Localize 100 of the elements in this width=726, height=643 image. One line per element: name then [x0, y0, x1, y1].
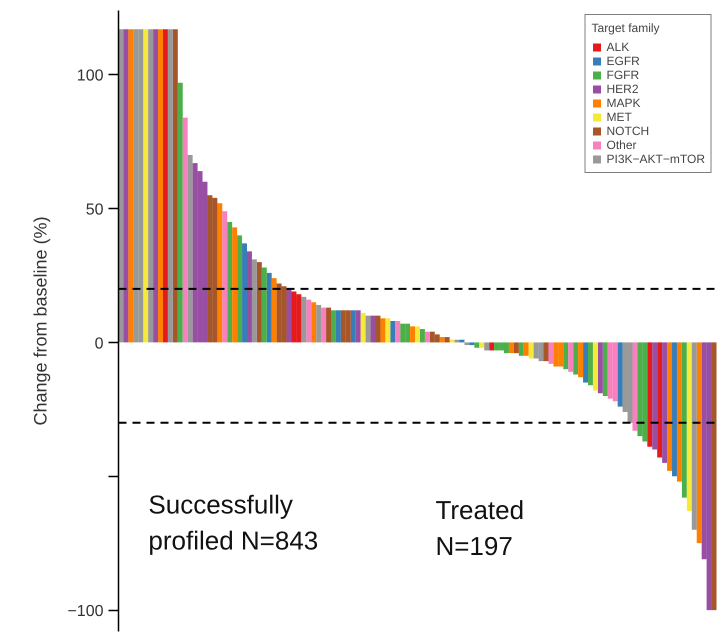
- bar: [350, 310, 356, 342]
- bar: [618, 342, 623, 407]
- legend-title: Target family: [592, 21, 661, 35]
- bar: [563, 342, 568, 370]
- bar: [544, 342, 548, 362]
- legend-label: MET: [606, 110, 632, 124]
- bar: [454, 340, 460, 342]
- bar: [484, 342, 490, 350]
- bar: [168, 29, 173, 342]
- bar: [440, 337, 445, 342]
- bar: [252, 259, 257, 342]
- bar: [222, 211, 228, 342]
- bar: [148, 29, 154, 342]
- y-axis-title: Change from baseline (%): [30, 216, 50, 426]
- bar: [178, 82, 183, 342]
- bar: [172, 29, 178, 342]
- bar: [592, 342, 598, 391]
- bar: [356, 310, 361, 342]
- bar: [262, 267, 267, 342]
- bar: [415, 326, 420, 342]
- legend-label: HER2: [606, 82, 639, 96]
- bar: [662, 342, 668, 463]
- legend-label: ALK: [606, 40, 630, 54]
- legend-label: EGFR: [606, 54, 640, 68]
- bar: [217, 203, 222, 342]
- bar: [647, 342, 652, 447]
- bar: [528, 342, 534, 358]
- bar: [474, 342, 480, 348]
- bar: [331, 310, 336, 342]
- bar: [321, 308, 326, 342]
- bar: [182, 118, 188, 342]
- legend-label: FGFR: [606, 68, 640, 82]
- bar: [123, 29, 128, 342]
- bar: [266, 272, 272, 342]
- bar: [682, 342, 687, 498]
- bar: [583, 342, 588, 383]
- bar: [153, 29, 158, 342]
- bar: [464, 342, 470, 346]
- bar: [578, 342, 584, 378]
- bar: [375, 316, 380, 342]
- bar: [450, 340, 455, 342]
- bar: [696, 342, 702, 544]
- bar: [568, 342, 574, 372]
- bar: [311, 302, 316, 342]
- bar: [286, 288, 292, 342]
- bar: [316, 304, 322, 342]
- bar: [360, 312, 366, 342]
- bar: [692, 342, 697, 530]
- bar: [672, 342, 677, 476]
- y-tick-label: 0: [94, 335, 104, 352]
- bar: [588, 342, 593, 386]
- bar: [385, 318, 390, 342]
- bar: [489, 342, 494, 350]
- bar: [246, 251, 252, 342]
- bar: [712, 342, 716, 610]
- bar: [158, 29, 163, 342]
- bar: [162, 29, 168, 342]
- y-tick-label: 50: [86, 202, 104, 219]
- bar: [420, 329, 425, 342]
- bar: [469, 342, 474, 346]
- bar: [143, 29, 148, 342]
- bar: [306, 300, 312, 342]
- legend-label: MAPK: [606, 96, 641, 110]
- bar: [479, 342, 484, 348]
- bar: [548, 342, 554, 364]
- legend-label: PI3K−AKT−mTOR: [606, 152, 705, 166]
- legend-label: NOTCH: [606, 124, 650, 138]
- bar: [370, 316, 376, 342]
- bar: [232, 227, 238, 342]
- bar: [380, 318, 386, 342]
- bar: [676, 342, 682, 482]
- bar: [686, 342, 692, 512]
- bar: [272, 278, 277, 342]
- bar: [301, 296, 306, 342]
- bar: [598, 342, 603, 394]
- bar: [424, 332, 430, 342]
- annotation: Successfully profiled N=843: [148, 490, 318, 556]
- legend-label: Other: [606, 138, 637, 152]
- bar: [237, 235, 242, 342]
- bar: [514, 342, 519, 354]
- bar: [602, 342, 608, 396]
- bar: [242, 243, 247, 342]
- y-tick-label: 100: [76, 68, 104, 85]
- bar: [128, 29, 134, 342]
- bar: [390, 321, 396, 342]
- bar: [326, 308, 332, 342]
- bar: [227, 222, 232, 342]
- bar: [256, 262, 262, 342]
- bar: [188, 155, 193, 342]
- bar: [518, 342, 524, 356]
- bar: [395, 321, 400, 342]
- bar: [632, 342, 638, 431]
- y-tick-label: −100: [67, 603, 104, 620]
- bar: [460, 340, 464, 342]
- bar: [657, 342, 662, 458]
- bar: [573, 342, 578, 375]
- bar: [444, 337, 450, 342]
- annotation: Treated N=197: [435, 494, 524, 561]
- bar: [410, 326, 416, 342]
- bar: [366, 316, 371, 342]
